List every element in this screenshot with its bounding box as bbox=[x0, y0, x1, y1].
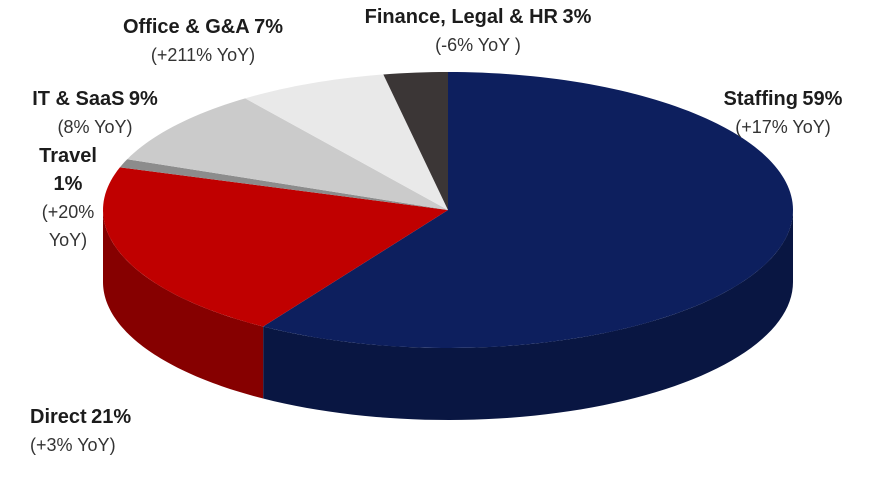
value-label: 1% bbox=[53, 173, 83, 195]
category-name: Travel bbox=[39, 145, 97, 167]
slice bbox=[103, 167, 449, 327]
value-label: 3% bbox=[562, 6, 592, 28]
slice bbox=[119, 159, 448, 210]
value-label: 7% bbox=[254, 16, 284, 38]
value-label: 59% bbox=[802, 88, 843, 110]
slice-label: Office & G&A 7% (+211% YoY) bbox=[93, 14, 313, 70]
category-name: Office & G&A bbox=[122, 16, 250, 38]
value-label: 9% bbox=[128, 88, 158, 110]
slice-label: Direct 21% (+3% YoY) bbox=[30, 404, 230, 460]
slice bbox=[127, 98, 448, 210]
slice bbox=[383, 72, 448, 210]
annotation: (-6% YoY ) bbox=[435, 35, 521, 55]
slice-label: Finance, Legal & HR 3% (-6% YoY ) bbox=[318, 4, 638, 60]
annotation: (+17% YoY) bbox=[735, 117, 831, 137]
category-name: Staffing bbox=[723, 88, 798, 110]
slice-label: Staffing 59% (+17% YoY) bbox=[683, 86, 873, 142]
annotation: (+3% YoY) bbox=[30, 435, 116, 455]
category-name: Finance, Legal & HR bbox=[364, 6, 558, 28]
annotation: (+211% YoY) bbox=[150, 45, 256, 65]
slice-side bbox=[263, 210, 793, 420]
slice-label: Travel 1% (+20% YoY) bbox=[30, 143, 106, 255]
slice bbox=[245, 74, 448, 210]
slice-side bbox=[103, 210, 264, 399]
annotation: (+20% YoY) bbox=[41, 202, 95, 250]
slice bbox=[263, 72, 793, 348]
slice-label: IT & SaaS 9% (8% YoY) bbox=[5, 86, 185, 142]
value-label: 21% bbox=[91, 406, 132, 428]
category-name: IT & SaaS bbox=[32, 88, 125, 110]
category-name: Direct bbox=[30, 406, 87, 428]
annotation: (8% YoY) bbox=[57, 117, 133, 137]
